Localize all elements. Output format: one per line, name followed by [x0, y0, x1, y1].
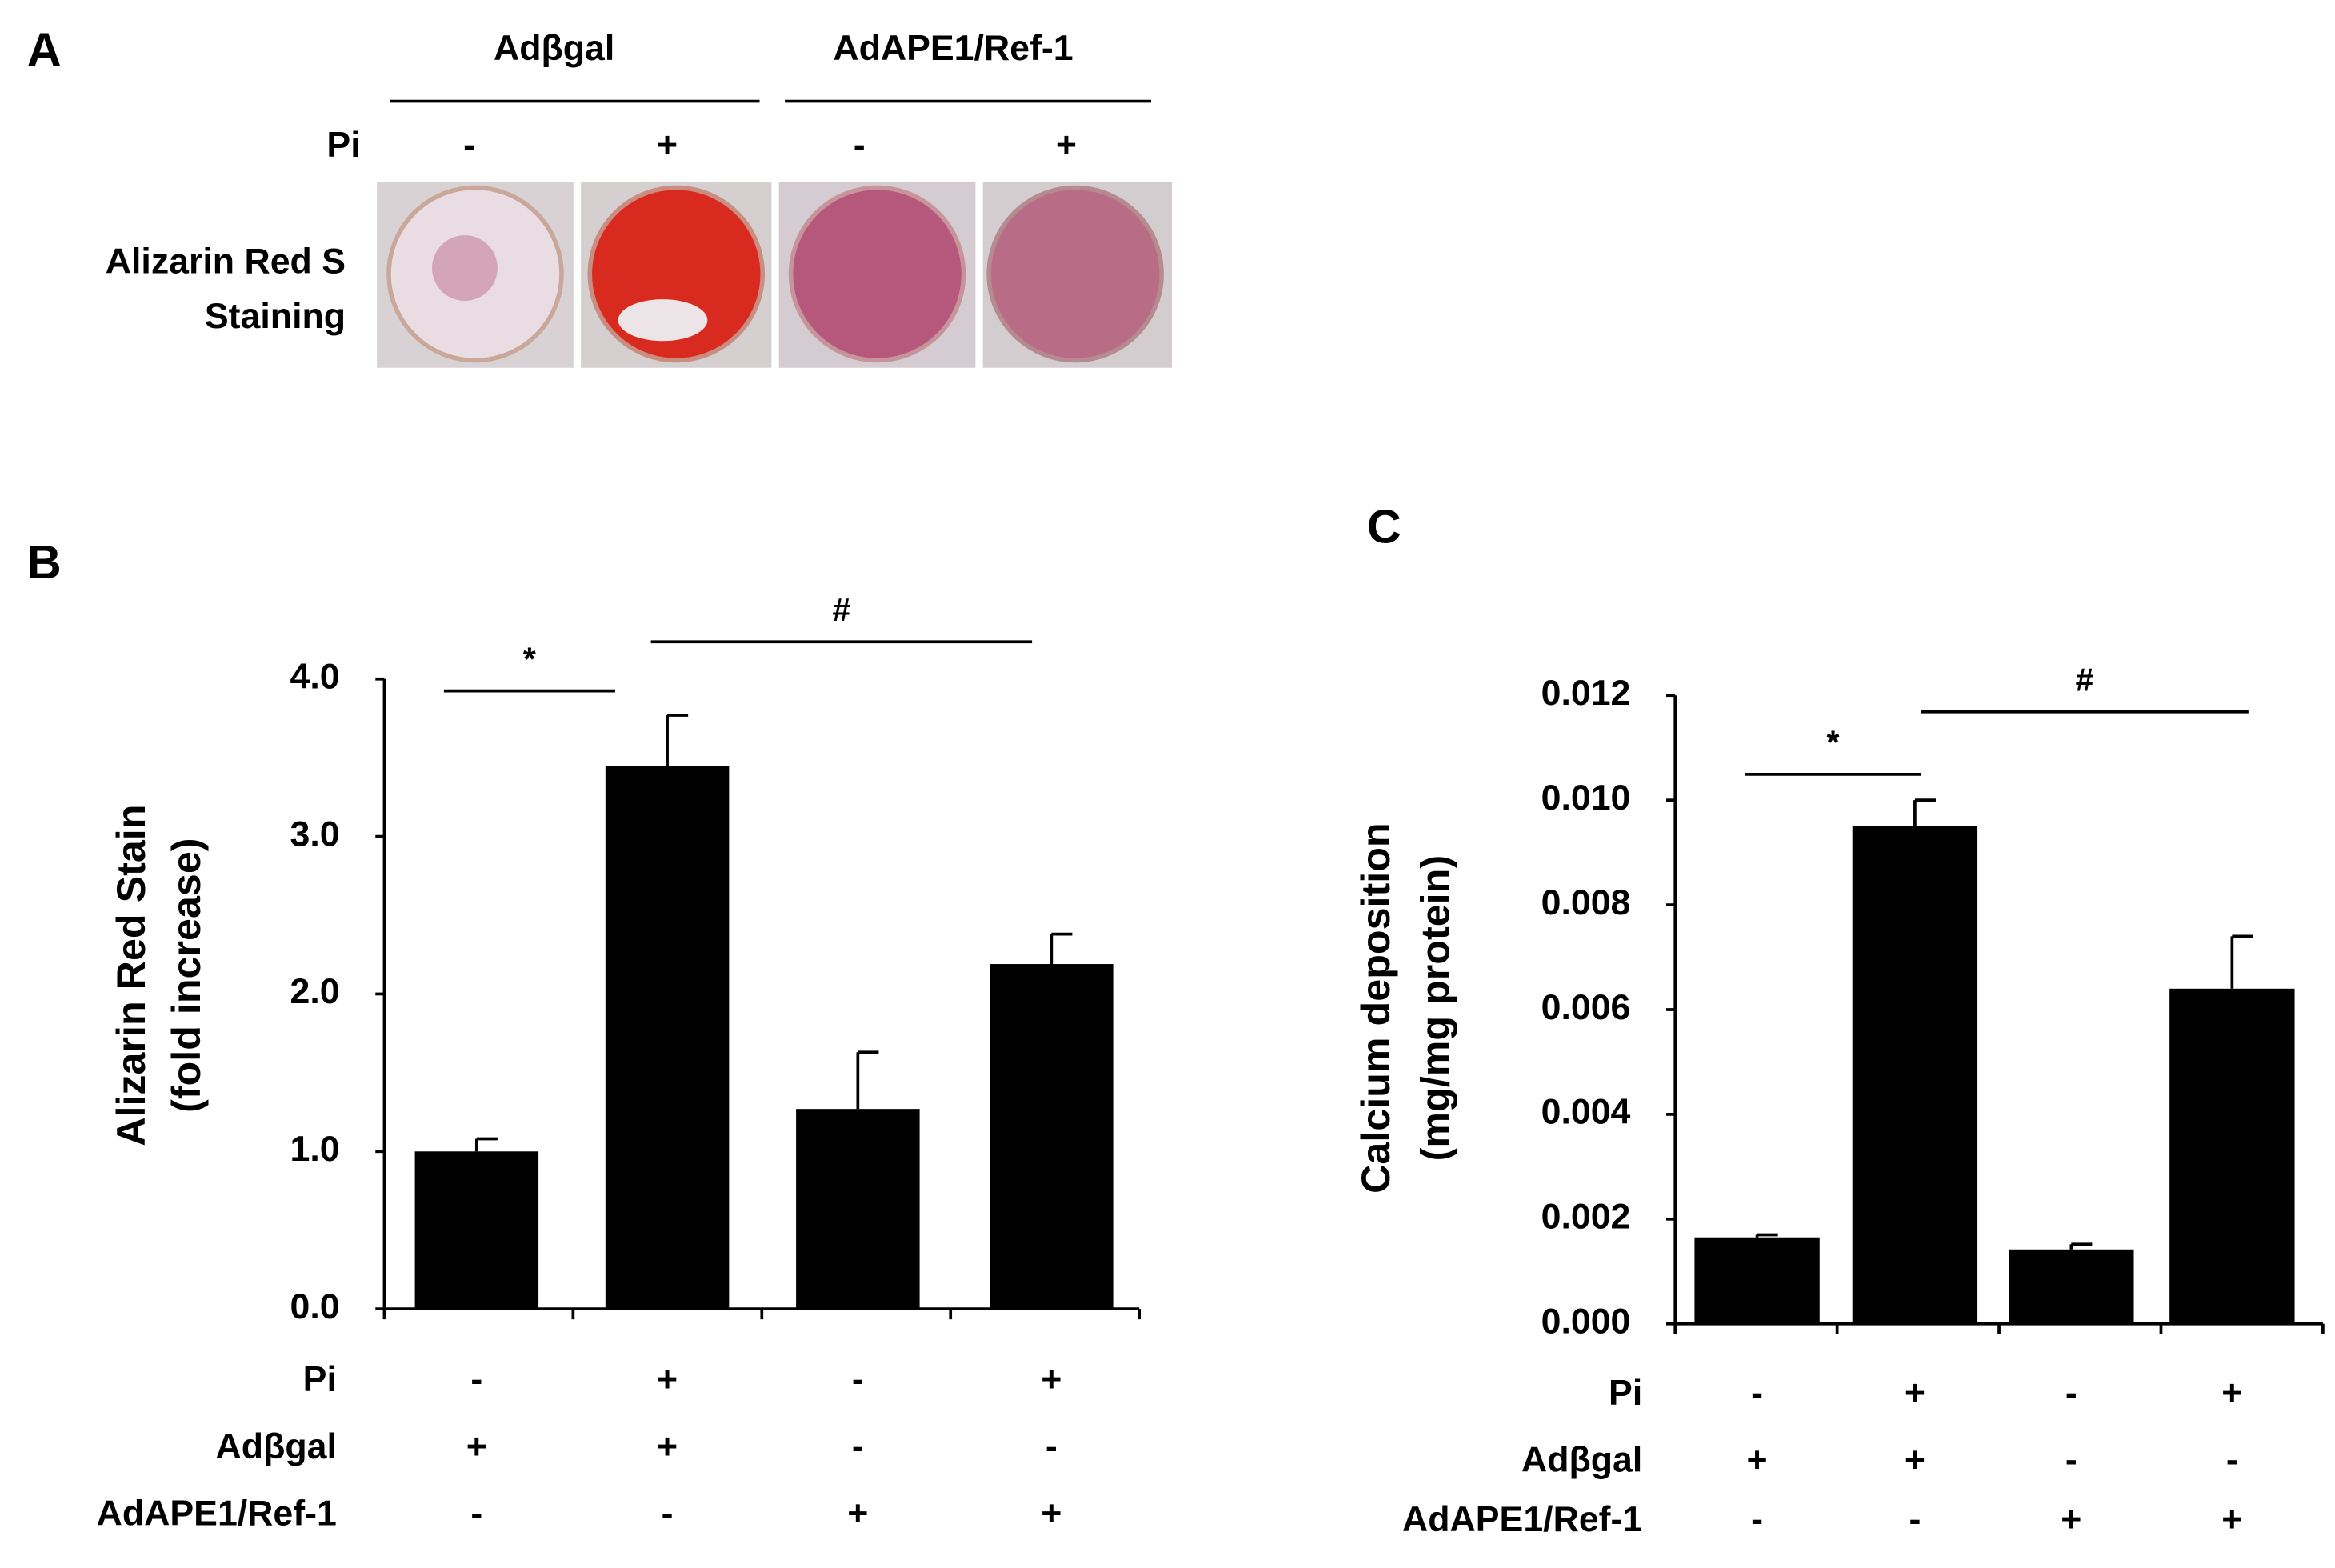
condition-sign: -: [2226, 1441, 2238, 1480]
bar: [414, 1151, 539, 1310]
y-tick-label: 3.0: [290, 814, 339, 854]
significance-label: #: [2076, 661, 2094, 698]
bar: [796, 1109, 920, 1310]
condition-sign: +: [466, 1427, 487, 1466]
y-tick-label: 0.004: [1541, 1093, 1631, 1132]
condition-sign: +: [657, 1360, 678, 1399]
condition-sign: +: [2061, 1500, 2081, 1539]
condition-label: Pi: [303, 1360, 337, 1399]
chart-panel: B Alizarin Red Stain (fold increase) 0.0 1.0…: [27, 535, 1141, 1534]
sign: -: [854, 126, 866, 165]
condition-label: AdAPE1/Ref-1: [97, 1494, 337, 1534]
condition-sign: +: [847, 1494, 868, 1534]
condition-sign: +: [657, 1427, 678, 1466]
y-axis-label: Alizarin Red Stain: [109, 805, 154, 1146]
y-axis-label: (mg/mg protein): [1413, 855, 1458, 1161]
condition-sign: -: [2065, 1374, 2077, 1413]
y-tick-label: 4.0: [290, 658, 339, 697]
condition-sign: -: [1751, 1500, 1763, 1539]
bar: [1852, 826, 1978, 1324]
significance-label: *: [1827, 723, 1840, 760]
group-label: AdAPE1/Ref-1: [833, 29, 1073, 68]
bar: [1694, 1237, 1820, 1324]
y-tick-label: 0.0: [290, 1287, 339, 1326]
condition-label: Pi: [1609, 1374, 1642, 1413]
condition-sign: +: [2221, 1500, 2242, 1539]
bar: [2169, 988, 2295, 1324]
group-label: Adβgal: [494, 29, 614, 68]
condition-sign: +: [1905, 1441, 1925, 1480]
condition-sign: +: [1747, 1441, 1768, 1480]
condition-sign: -: [852, 1427, 864, 1466]
panel-label: B: [27, 535, 62, 589]
y-axis-label: (fold increase): [164, 838, 209, 1112]
condition-sign: -: [470, 1494, 482, 1534]
image-label: Alizarin Red S: [106, 242, 346, 281]
condition-sign: +: [1041, 1494, 1062, 1534]
y-tick-label: 0.006: [1541, 988, 1631, 1027]
condition-sign: -: [662, 1494, 674, 1534]
y-tick-label: 0.012: [1541, 674, 1631, 713]
y-tick-label: 0.008: [1541, 883, 1631, 922]
sign: +: [657, 126, 678, 165]
row-label: Pi: [326, 126, 360, 165]
condition-sign: -: [852, 1360, 864, 1399]
y-tick-label: 0.000: [1541, 1302, 1631, 1342]
bar: [2009, 1249, 2134, 1324]
y-tick-label: 0.010: [1541, 778, 1631, 818]
condition-label: Adβgal: [1521, 1441, 1642, 1480]
panel-a: A Adβgal AdAPE1/Ref-1 Pi - + - + Alizari…: [27, 23, 1173, 368]
condition-sign: -: [1909, 1500, 1921, 1539]
image-label: Staining: [205, 297, 346, 336]
bar: [990, 964, 1114, 1310]
chart-panel: C Calcium deposition (mg/mg protein) 0.000 0…: [1353, 499, 2325, 1539]
panel-label: C: [1367, 499, 1401, 553]
condition-sign: +: [1041, 1360, 1062, 1399]
condition-sign: -: [2065, 1441, 2077, 1480]
sign: -: [463, 126, 475, 165]
significance-label: #: [832, 591, 850, 628]
panel-label: A: [27, 23, 62, 77]
condition-sign: -: [1046, 1427, 1058, 1466]
y-tick-label: 0.002: [1541, 1198, 1631, 1237]
condition-label: AdAPE1/Ref-1: [1402, 1500, 1642, 1539]
bar: [605, 766, 730, 1310]
sign: +: [1056, 126, 1077, 165]
y-axis-label: Calcium deposition: [1353, 822, 1398, 1193]
y-tick-label: 2.0: [290, 972, 339, 1011]
condition-sign: +: [1905, 1374, 1925, 1413]
condition-sign: -: [470, 1360, 482, 1399]
well-images: [377, 182, 1173, 368]
condition-sign: +: [2221, 1374, 2242, 1413]
y-tick-label: 1.0: [290, 1130, 339, 1169]
condition-label: Adβgal: [216, 1427, 337, 1466]
significance-label: *: [523, 640, 536, 677]
condition-sign: -: [1751, 1374, 1763, 1413]
